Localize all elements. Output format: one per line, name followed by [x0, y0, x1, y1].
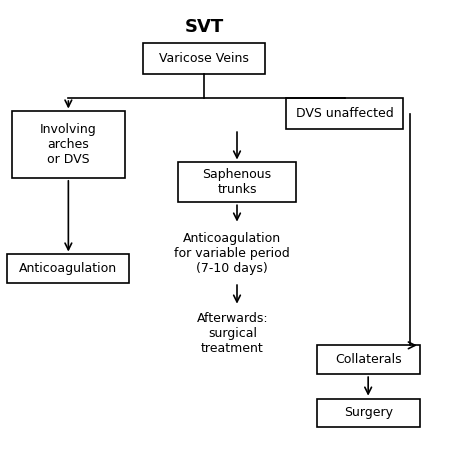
Text: Afterwards:
surgical
treatment: Afterwards: surgical treatment	[197, 312, 268, 355]
FancyBboxPatch shape	[12, 111, 125, 178]
Text: Saphenous
trunks: Saphenous trunks	[202, 168, 272, 196]
FancyBboxPatch shape	[178, 163, 296, 202]
Text: Anticoagulation
for variable period
(7-10 days): Anticoagulation for variable period (7-1…	[174, 232, 290, 275]
Text: Varicose Veins: Varicose Veins	[159, 52, 249, 65]
FancyBboxPatch shape	[286, 98, 403, 129]
FancyBboxPatch shape	[317, 345, 419, 374]
Text: Collaterals: Collaterals	[335, 353, 401, 366]
Text: Anticoagulation: Anticoagulation	[19, 262, 118, 275]
FancyBboxPatch shape	[317, 399, 419, 427]
FancyBboxPatch shape	[8, 255, 129, 283]
Text: DVS unaffected: DVS unaffected	[296, 107, 393, 120]
FancyBboxPatch shape	[143, 43, 265, 74]
Text: SVT: SVT	[184, 18, 224, 36]
Text: Involving
arches
or DVS: Involving arches or DVS	[40, 123, 97, 166]
Text: Surgery: Surgery	[344, 406, 392, 419]
